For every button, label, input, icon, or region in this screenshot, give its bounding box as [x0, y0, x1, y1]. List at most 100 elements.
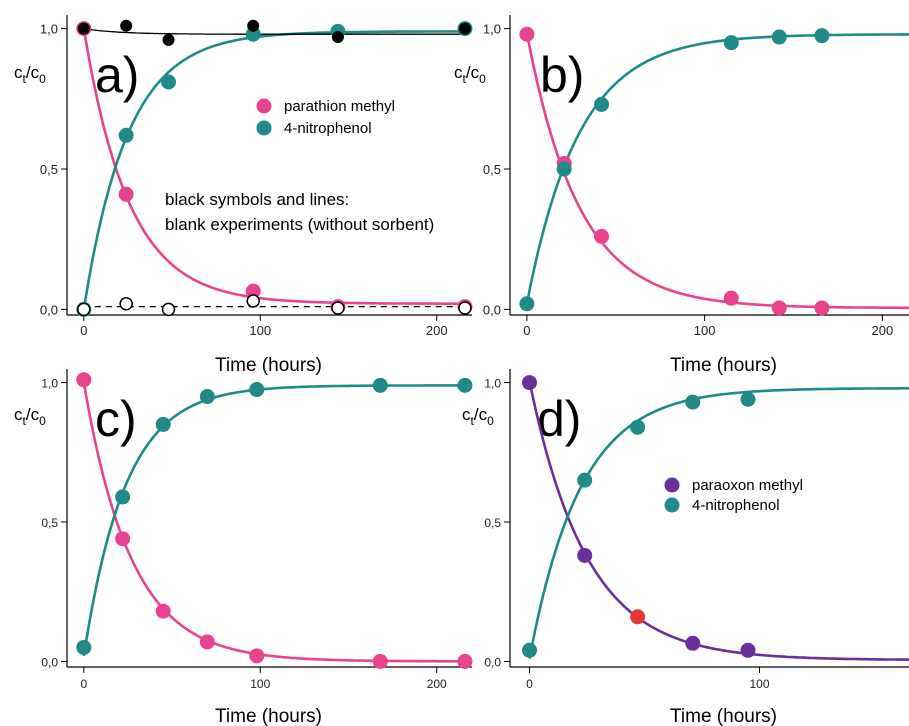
x-tick-label: 100 — [249, 323, 271, 338]
data-point — [630, 609, 646, 625]
data-point — [162, 33, 175, 46]
fit-curve-4-nitrophenol — [82, 30, 469, 310]
legend: paraoxon methyl 4-nitrophenol — [664, 477, 803, 514]
data-point — [522, 375, 537, 391]
data-point — [77, 22, 90, 35]
panel-c: 0 100 200 0,0 0,5 1,0 Time (hours) ct/c0 c) — [14, 369, 473, 726]
panel-a: 0 100 200 0,0 0,5 1,0 Time (hours) ct/c0 a) parat… — [14, 15, 473, 376]
data-point — [155, 603, 171, 619]
data-point — [723, 290, 739, 306]
data-point — [814, 300, 830, 316]
y-tick-label: 0,5 — [484, 516, 501, 530]
data-point — [522, 642, 537, 658]
x-tick-label: 0 — [80, 677, 87, 691]
panel-d: 0 100 0,0 0,5 1,0 Time (hours) ct/c0 d) paraoxon… — [462, 369, 909, 726]
fit-curve-blank-parathion-methyl — [83, 27, 469, 35]
fit-curve-paraoxon-methyl — [528, 380, 909, 661]
x-axis-title: Time (hours) — [670, 355, 777, 376]
data-point — [519, 26, 535, 42]
panel-label: b) — [540, 47, 584, 103]
data-point — [457, 653, 473, 669]
data-point — [594, 96, 610, 112]
y-tick-label: 0,0 — [484, 655, 501, 669]
x-axis-title: Time (hours) — [215, 706, 322, 726]
data-point — [76, 639, 92, 655]
data-point — [723, 35, 739, 51]
data-point — [519, 296, 535, 312]
data-point — [199, 634, 215, 650]
data-point — [556, 161, 572, 177]
y-tick-label: 0,0 — [41, 655, 58, 669]
data-point — [577, 547, 593, 563]
data-point — [331, 301, 345, 315]
legend-marker — [256, 98, 272, 114]
legend: parathion methyl 4-nitrophenol — [256, 98, 395, 137]
data-point — [814, 28, 830, 44]
x-tick-label: 0 — [523, 323, 530, 338]
data-point — [740, 391, 756, 407]
data-point — [115, 489, 131, 505]
y-tick-label: 0,5 — [40, 162, 58, 177]
data-point — [115, 531, 131, 547]
x-tick-label: 0 — [80, 323, 87, 338]
data-point — [247, 19, 260, 32]
y-tick-label: 1,0 — [484, 377, 501, 391]
data-point — [249, 648, 265, 664]
y-axis-title: ct/c0 — [14, 405, 46, 428]
y-axis-title: ct/c0 — [14, 63, 46, 86]
x-tick-label: 100 — [250, 677, 270, 691]
data-point — [685, 635, 701, 651]
y-tick-label: 1,0 — [40, 22, 58, 37]
legend-marker — [664, 477, 680, 493]
data-point — [246, 294, 260, 308]
data-point — [372, 377, 388, 393]
y-axis-title: ct/c0 — [454, 63, 486, 86]
data-point — [685, 394, 701, 410]
x-tick-label: 200 — [427, 677, 447, 691]
data-point — [199, 389, 215, 405]
data-point — [118, 186, 134, 202]
data-point — [119, 297, 133, 311]
x-tick-label: 100 — [694, 323, 716, 338]
panel-label: a) — [95, 47, 139, 103]
data-point — [249, 382, 265, 398]
data-point — [161, 302, 176, 317]
x-tick-label: 0 — [526, 677, 533, 691]
legend-marker — [256, 120, 272, 136]
data-point — [594, 228, 610, 244]
data-point — [245, 283, 261, 299]
panel-b: 0 100 200 0,0 0,5 1,0 Time (hours) ct/c0 b) — [454, 15, 909, 376]
data-point — [577, 472, 593, 488]
annotation-text: black symbols and lines: — [165, 190, 349, 209]
y-tick-label: 0,5 — [41, 516, 58, 530]
y-tick-label: 1,0 — [41, 377, 58, 391]
fit-curve-4-nitrophenol — [525, 33, 909, 305]
legend-label: 4-nitrophenol — [284, 120, 372, 137]
data-point — [118, 127, 134, 143]
legend-label: parathion methyl — [284, 98, 395, 115]
data-point — [630, 419, 646, 435]
panel-label: c) — [95, 391, 137, 447]
x-axis-title: Time (hours) — [215, 355, 322, 376]
y-tick-label: 0,0 — [483, 302, 501, 317]
fit-curve-parathion-methyl — [525, 32, 909, 310]
x-tick-label: 100 — [749, 677, 769, 691]
legend-marker — [664, 497, 680, 513]
panel-label: d) — [537, 391, 581, 447]
legend-label: 4-nitrophenol — [692, 497, 780, 514]
fit-curve-4-nitrophenol — [82, 384, 469, 657]
fit-curve-4-nitrophenol — [528, 386, 909, 659]
data-point — [155, 416, 171, 432]
x-axis-title: Time (hours) — [670, 706, 777, 726]
data-point — [161, 74, 177, 90]
data-point — [771, 29, 787, 45]
data-point — [77, 302, 91, 317]
data-point — [458, 301, 472, 315]
legend-label: paraoxon methyl — [692, 477, 803, 494]
fit-curve-parathion-methyl — [82, 382, 469, 663]
data-point — [120, 19, 133, 32]
data-point — [771, 300, 787, 316]
data-point — [458, 22, 471, 35]
y-tick-label: 0,0 — [40, 302, 58, 317]
